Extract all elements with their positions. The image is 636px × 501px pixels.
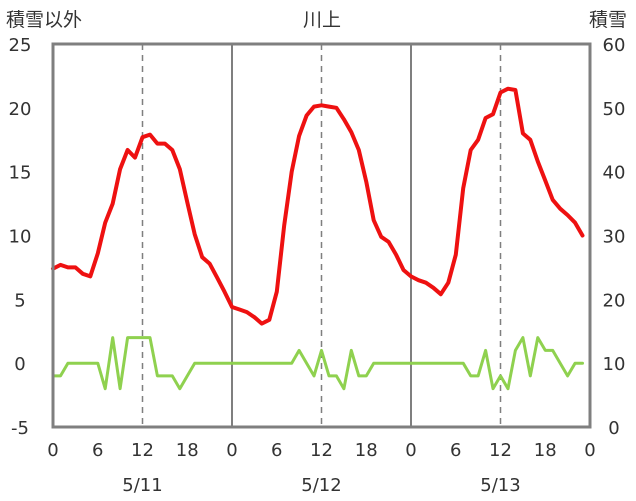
- left-tick-label: 15: [9, 163, 32, 184]
- plot-frame: [51, 42, 592, 429]
- right-tick-label: 20: [603, 290, 626, 311]
- chart-title: 川上: [303, 9, 341, 31]
- date-labels: 5/11 5/12 5/13: [122, 475, 520, 496]
- x-tick-label: 12: [310, 440, 333, 461]
- temperature-line: [51, 86, 585, 326]
- day-label: 5/11: [122, 475, 162, 496]
- x-tick-label: 12: [131, 440, 154, 461]
- right-axis-label: 積雪: [589, 9, 627, 31]
- right-tick-label: 10: [603, 354, 626, 375]
- x-tick-label: 0: [405, 440, 416, 461]
- x-axis: 0 6 12 18 0 6 12 18 0 6 12 18 0: [47, 440, 595, 461]
- right-tick-label: 0: [608, 418, 619, 439]
- x-tick-label: 6: [271, 440, 282, 461]
- right-tick-label: 60: [603, 35, 626, 56]
- x-tick-label: 0: [584, 440, 595, 461]
- x-tick-label: 18: [534, 440, 557, 461]
- right-tick-label: 30: [603, 227, 626, 248]
- left-tick-label: -5: [11, 418, 29, 439]
- left-tick-label: 0: [14, 354, 25, 375]
- left-tick-label: 25: [9, 35, 32, 56]
- x-tick-label: 18: [355, 440, 378, 461]
- left-axis-label: 積雪以外: [6, 9, 82, 31]
- left-tick-label: 20: [9, 99, 32, 120]
- x-tick-label: 0: [226, 440, 237, 461]
- x-tick-label: 0: [47, 440, 58, 461]
- day-label: 5/13: [480, 475, 520, 496]
- x-tick-label: 6: [450, 440, 461, 461]
- left-y-axis: 25 20 15 10 5 0 -5: [9, 35, 32, 439]
- left-tick-label: 10: [9, 227, 32, 248]
- x-tick-label: 6: [92, 440, 103, 461]
- wind-line: [51, 336, 584, 391]
- day-label: 5/12: [301, 475, 341, 496]
- right-y-axis: 60 50 40 30 20 10 0: [603, 35, 626, 439]
- right-tick-label: 50: [603, 99, 626, 120]
- x-tick-label: 12: [489, 440, 512, 461]
- x-tick-label: 18: [176, 440, 199, 461]
- right-tick-label: 40: [603, 163, 626, 184]
- left-tick-label: 5: [14, 290, 25, 311]
